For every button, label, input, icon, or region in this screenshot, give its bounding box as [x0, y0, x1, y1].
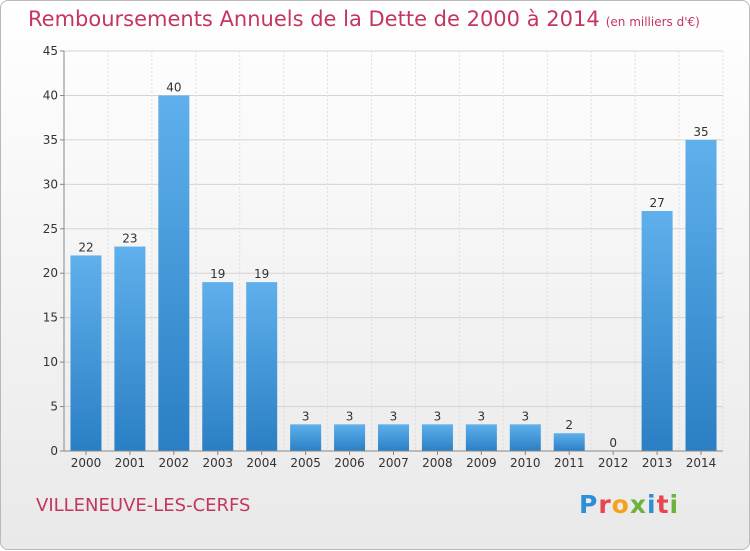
bar-value-label: 27	[649, 196, 664, 210]
bar	[553, 433, 585, 451]
y-tick-label: 35	[43, 133, 58, 147]
x-tick-label: 2012	[598, 456, 629, 470]
bar	[246, 282, 278, 451]
logo-letter: i	[647, 490, 657, 519]
x-tick-label: 2007	[378, 456, 409, 470]
x-tick-label: 2000	[71, 456, 102, 470]
logo-letter: t	[656, 490, 670, 519]
x-tick-label: 2003	[202, 456, 233, 470]
bar	[334, 424, 366, 451]
logo-letter: x	[629, 490, 647, 519]
logo-letter: r	[598, 490, 612, 519]
y-tick-label: 25	[43, 222, 58, 236]
logo-letter: i	[669, 490, 680, 519]
bar-value-label: 3	[521, 409, 529, 423]
y-tick-label: 10	[43, 355, 58, 369]
x-tick-label: 2014	[686, 456, 717, 470]
bar	[685, 139, 717, 451]
x-tick-label: 2013	[642, 456, 673, 470]
x-tick-label: 2006	[334, 456, 365, 470]
bar-value-label: 3	[390, 409, 398, 423]
x-tick-label: 2001	[115, 456, 146, 470]
bar	[378, 424, 409, 451]
bar	[202, 282, 234, 451]
chart-title-text: Remboursements Annuels de la Dette de 20…	[28, 7, 600, 31]
y-tick-label: 40	[43, 88, 58, 102]
bar-value-label: 3	[434, 409, 442, 423]
logo-letter: o	[611, 490, 630, 519]
bar	[114, 246, 146, 451]
bar	[421, 424, 453, 451]
x-tick-label: 2011	[554, 456, 585, 470]
y-tick-label: 30	[43, 177, 58, 191]
x-tick-label: 2005	[290, 456, 321, 470]
proxiti-logo: Proxiti	[579, 490, 679, 519]
y-tick-label: 0	[50, 444, 58, 458]
logo-letter: P	[579, 490, 599, 519]
y-tick-label: 20	[43, 266, 58, 280]
x-tick-label: 2008	[422, 456, 453, 470]
x-tick-label: 2004	[246, 456, 277, 470]
y-tick-label: 45	[43, 44, 58, 58]
bar-value-label: 40	[166, 80, 181, 94]
bar	[290, 424, 322, 451]
bar-value-label: 35	[693, 125, 708, 139]
bar	[158, 95, 190, 451]
bar-value-label: 19	[210, 267, 225, 281]
bar-value-label: 19	[254, 267, 269, 281]
bar-value-label: 23	[122, 232, 137, 246]
bar	[70, 255, 102, 451]
bar	[509, 424, 541, 451]
bar	[641, 211, 673, 451]
x-tick-label: 2002	[159, 456, 190, 470]
bar-value-label: 2	[565, 418, 573, 432]
bar-value-label: 3	[302, 409, 310, 423]
bar	[465, 424, 497, 451]
chart-subtitle: (en milliers d'€)	[605, 15, 700, 29]
x-tick-label: 2009	[466, 456, 497, 470]
y-tick-label: 15	[43, 311, 58, 325]
bar-value-label: 22	[78, 240, 93, 254]
y-tick-label: 5	[50, 400, 58, 414]
bar-value-label: 3	[346, 409, 354, 423]
x-tick-label: 2010	[510, 456, 541, 470]
bar-value-label: 0	[609, 436, 617, 450]
commune-name: VILLENEUVE-LES-CERFS	[36, 495, 251, 516]
bar-value-label: 3	[478, 409, 486, 423]
chart-title: Remboursements Annuels de la Dette de 20…	[28, 7, 700, 31]
